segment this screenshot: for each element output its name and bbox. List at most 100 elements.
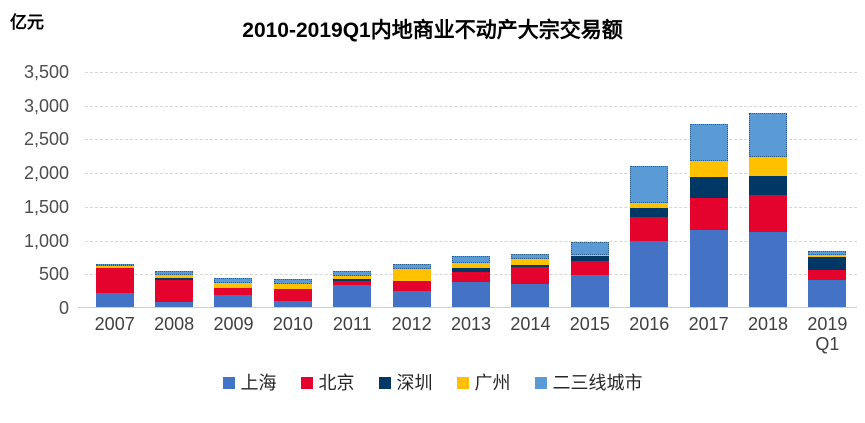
bar-segment-tier23-cities <box>392 264 431 269</box>
bar-segment-beijing <box>333 281 372 285</box>
legend-label: 深圳 <box>396 373 433 393</box>
bar-2011 <box>333 271 372 308</box>
gridline <box>85 206 857 208</box>
bar-segment-guangzhou <box>570 255 609 256</box>
x-axis-line <box>78 307 857 308</box>
y-axis-tick-labels: 0 500 1,000 1,500 2,000 2,500 3,000 3,500 <box>0 0 77 423</box>
bar-segment-tier23-cities <box>511 254 550 260</box>
bar-segment-beijing <box>155 280 194 302</box>
legend-label: 广州 <box>474 373 511 393</box>
x-axis-tick-label: 2016 <box>629 314 670 334</box>
legend-item-beijing: 北京 <box>300 373 355 393</box>
bar-2018 <box>748 113 787 308</box>
y-axis-tick-label: 1,000 <box>23 230 69 251</box>
legend-swatch-shanghai <box>222 377 235 389</box>
bar-segment-tier23-cities <box>155 270 194 276</box>
bar-segment-guangzhou <box>630 203 669 208</box>
bar-segment-shanghai <box>630 240 669 308</box>
x-axis-tick-label: 2018 <box>747 314 789 334</box>
legend-item-shanghai: 上海 <box>222 374 277 392</box>
legend-swatch-guangzhou <box>456 377 469 389</box>
bar-segment-guangzhou <box>511 259 550 266</box>
bar-2008 <box>155 270 194 308</box>
bar-slot <box>501 72 560 308</box>
bar-segment-tier23-cities <box>214 278 253 283</box>
gridline <box>85 173 857 175</box>
bar-series-container <box>85 72 857 308</box>
bar-segment-guangzhou <box>273 283 312 289</box>
bar-2010 <box>273 279 312 308</box>
bar-segment-tier23-cities <box>333 271 372 276</box>
bar-slot <box>620 72 679 308</box>
bar-slot <box>441 72 500 308</box>
bar-segment-guangzhou <box>333 275 372 280</box>
chart-title: 2010-2019Q1内地商业不动产大宗交易额 <box>242 19 623 42</box>
bar-segment-beijing <box>392 281 431 292</box>
bar-segment-shenzhen <box>511 265 550 267</box>
gridline <box>85 72 857 73</box>
legend-label: 二三线城市 <box>552 373 643 393</box>
bar-segment-guangzhou <box>452 262 491 269</box>
x-axis-tick-label: 2017 <box>688 314 729 334</box>
bar-2012 <box>392 264 431 308</box>
x-axis-tick-label: 2015 <box>569 314 610 334</box>
bar-segment-guangzhou <box>155 275 194 279</box>
bar-segment-tier23-cities <box>808 251 847 255</box>
bar-segment-shanghai <box>392 291 431 308</box>
bar-2015 <box>570 242 609 308</box>
y-axis-tick-label: 3,500 <box>23 62 69 82</box>
y-axis-tick-label: 500 <box>38 264 69 285</box>
y-axis-tick-label: 2,000 <box>23 163 69 184</box>
bar-segment-guangzhou <box>95 266 134 268</box>
legend-label: 北京 <box>318 373 355 393</box>
x-axis-tick-label: 2009 <box>213 314 254 334</box>
bar-segment-shanghai <box>689 230 728 308</box>
y-axis-tick-label: 3,000 <box>23 95 69 116</box>
bar-2017 <box>689 123 728 308</box>
bar-slot <box>560 72 619 308</box>
bar-segment-guangzhou <box>392 268 431 282</box>
bar-segment-tier23-cities <box>630 166 669 204</box>
bar-segment-tier23-cities <box>570 242 609 256</box>
bar-2016 <box>630 166 669 308</box>
bar-2013 <box>452 256 491 308</box>
bar-segment-guangzhou <box>748 156 787 176</box>
bar-segment-guangzhou <box>214 282 253 288</box>
bar-segment-shenzhen <box>748 175 787 195</box>
bar-segment-beijing <box>273 288 312 301</box>
bar-segment-shanghai <box>214 294 253 308</box>
bar-segment-shenzhen <box>630 207 669 217</box>
bar-slot <box>738 72 797 308</box>
y-axis-tick-label: 0 <box>58 298 69 318</box>
legend: 上海 北京 深圳 广州 二三线城市 <box>0 374 865 392</box>
bar-segment-shanghai <box>333 284 372 308</box>
bar-segment-shenzhen <box>155 278 194 281</box>
y-axis-unit-label: 亿元 <box>10 13 44 32</box>
legend-item-shenzhen: 深圳 <box>378 373 433 393</box>
gridline <box>85 139 857 141</box>
bar-2014 <box>511 254 550 308</box>
y-axis-tick-label: 1,500 <box>23 196 69 217</box>
bar-segment-shanghai <box>808 280 847 308</box>
x-axis-tick-label: 2013 <box>451 314 492 334</box>
bar-segment-beijing <box>808 269 847 281</box>
gridline <box>85 240 857 242</box>
bar-segment-beijing <box>570 260 609 275</box>
bar-segment-shenzhen <box>452 268 491 273</box>
bar-segment-tier23-cities <box>689 123 728 162</box>
x-axis-tick-label: 2012 <box>391 314 432 334</box>
bar-segment-shenzhen <box>689 177 728 199</box>
bar-segment-tier23-cities <box>748 113 787 157</box>
bar-segment-shanghai <box>155 301 194 308</box>
bar-slot <box>679 72 738 308</box>
bar-slot <box>144 72 203 308</box>
legend-item-guangzhou: 广州 <box>456 373 511 393</box>
legend-swatch-beijing <box>300 377 313 389</box>
bar-segment-beijing <box>95 267 134 293</box>
bar-slot <box>263 72 322 308</box>
bar-segment-beijing <box>511 266 550 285</box>
x-axis-tick-label: 2011 <box>332 314 372 334</box>
bar-segment-shenzhen <box>808 257 847 270</box>
bar-segment-beijing <box>214 287 253 295</box>
